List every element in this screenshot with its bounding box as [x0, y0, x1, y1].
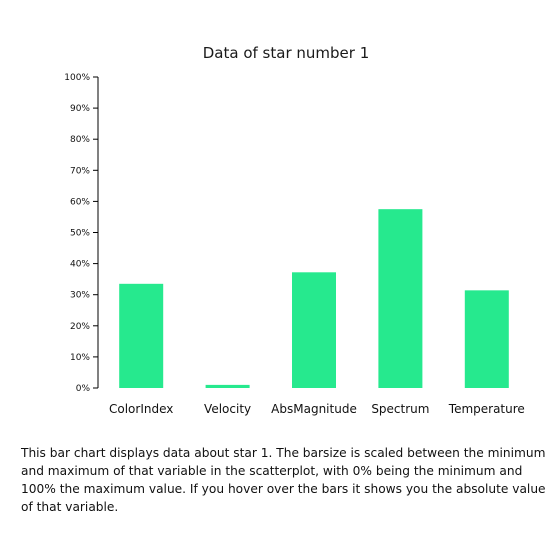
y-tick-label: 10%: [70, 353, 90, 363]
y-axis: 0% 10% 20% 30% 40% 50% 60% 70% 80% 90% 100%: [64, 73, 98, 394]
bar-velocity[interactable]: Velocity: 1%: [206, 385, 250, 388]
y-tick-label: 60%: [70, 197, 90, 207]
x-tick-label: Temperature: [448, 402, 525, 416]
bar-chart: Data of star number 1 0% 10% 20% 30% 40% 50% 6…: [0, 0, 556, 440]
bar-temperature[interactable]: Temperature: 31.4%: [465, 290, 509, 388]
x-axis-labels: ColorIndex Velocity AbsMagnitude Spectrum Te…: [109, 402, 525, 416]
bar-absmagnitude[interactable]: AbsMagnitude: 37.2%: [292, 272, 336, 388]
y-tick-label: 50%: [70, 229, 90, 239]
bar-colorindex[interactable]: ColorIndex: 33.5%: [119, 284, 163, 388]
y-tick-label: 80%: [70, 135, 90, 145]
x-tick-label: AbsMagnitude: [271, 402, 357, 416]
y-tick-label: 90%: [70, 104, 90, 114]
x-tick-label: ColorIndex: [109, 402, 173, 416]
y-tick-label: 100%: [64, 73, 90, 83]
bars-group: ColorIndex: 33.5% Velocity: 1% AbsMagnitud…: [119, 209, 509, 388]
x-tick-label: Velocity: [204, 402, 251, 416]
y-tick-label: 20%: [70, 322, 90, 332]
y-tick-label: 0%: [76, 384, 91, 394]
y-tick-label: 30%: [70, 291, 90, 301]
bar-spectrum[interactable]: Spectrum: 57.5%: [378, 209, 422, 388]
chart-title: Data of star number 1: [203, 44, 370, 62]
chart-description: This bar chart displays data about star …: [21, 444, 551, 516]
y-tick-label: 40%: [70, 260, 90, 270]
x-tick-label: Spectrum: [371, 402, 429, 416]
y-tick-label: 70%: [70, 166, 90, 176]
